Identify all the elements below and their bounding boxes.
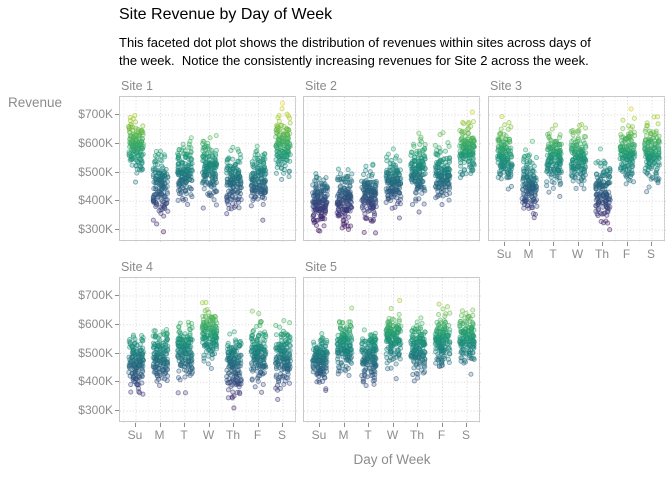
facet-panel-site-1: Site 1 [119,79,297,242]
x-tick-label: M [338,428,349,442]
x-tick-mark [160,423,161,427]
facet-title: Site 1 [121,79,153,93]
facet-title: Site 2 [305,79,337,93]
x-tick-mark [393,423,394,427]
y-tick-label: $400K [78,374,113,389]
x-tick-mark [417,423,418,427]
x-tick-mark [578,242,579,246]
facet-title: Site 4 [121,260,153,274]
x-tick-mark [602,242,603,246]
dot-plot-canvas [304,97,481,242]
facet-panel-site-5: Site 5 [303,260,481,423]
y-tick-label: $700K [78,288,113,302]
facet-title: Site 5 [305,260,337,274]
x-tick-label: W [571,247,584,261]
x-tick-mark [209,423,210,427]
facet-panel-site-2: Site 2 [303,79,481,242]
x-tick-label: M [523,247,534,261]
x-tick-label: Th [409,428,424,442]
x-axis-title: Day of Week [353,452,431,467]
x-tick-label: Su [311,428,327,442]
chart-subtitle-line1: This faceted dot plot shows the distribu… [119,35,591,50]
y-tick-label: $500K [78,164,113,179]
x-tick-mark [135,423,136,427]
x-tick-label: Su [127,428,143,442]
facet-panel-site-4: Site 4 [119,260,297,423]
x-tick-label: F [622,247,631,261]
x-tick-mark [466,423,467,427]
y-tick-mark [115,324,119,325]
y-tick-label: $600K [78,135,113,150]
y-tick-label: $300K [78,222,113,236]
x-tick-mark [344,423,345,427]
y-tick-mark [115,229,119,230]
y-tick-label: $600K [78,316,113,331]
x-tick-label: Su [496,247,512,261]
x-tick-mark [442,423,443,427]
x-tick-mark [233,423,234,427]
y-tick-mark [115,114,119,115]
chart-subtitle: This faceted dot plot shows the distribu… [119,34,591,70]
x-tick-mark [504,242,505,246]
x-tick-mark [553,242,554,246]
y-tick-mark [115,143,119,144]
x-tick-mark [282,423,283,427]
y-tick-mark [115,200,119,201]
chart-subtitle-line2: the week. Notice the consistently increa… [119,53,589,68]
y-tick-label: $700K [78,107,113,121]
x-tick-mark [368,423,369,427]
x-tick-label: M [154,428,165,442]
y-tick-label: $300K [78,403,113,417]
y-tick-mark [115,353,119,354]
x-tick-label: T [180,428,188,442]
x-tick-mark [184,423,185,427]
x-tick-label: T [549,247,557,261]
x-tick-mark [529,242,530,246]
dot-plot-canvas [120,97,297,242]
dot-plot-canvas [304,278,481,423]
dot-plot-canvas [489,97,666,242]
chart-title: Site Revenue by Day of Week [119,6,333,23]
facet-title: Site 3 [490,79,522,93]
x-tick-label: F [253,428,262,442]
y-tick-mark [115,172,119,173]
x-tick-mark [319,423,320,427]
y-tick-mark [115,295,119,296]
x-tick-label: F [437,428,446,442]
y-tick-mark [115,381,119,382]
y-tick-mark [115,410,119,411]
x-tick-mark [651,242,652,246]
y-tick-label: $500K [78,345,113,360]
x-tick-label: S [277,428,286,442]
x-tick-label: Th [594,247,609,261]
y-axis-title: Revenue [8,95,63,110]
x-tick-label: W [386,428,399,442]
x-tick-label: T [364,428,372,442]
dot-plot-canvas [120,278,297,423]
facet-panel-site-3: Site 3 [488,79,666,242]
x-tick-mark [627,242,628,246]
x-tick-label: S [461,428,470,442]
x-tick-label: W [202,428,215,442]
y-tick-label: $400K [78,193,113,208]
x-tick-label: Th [225,428,240,442]
x-tick-mark [258,423,259,427]
x-tick-label: S [646,247,655,261]
